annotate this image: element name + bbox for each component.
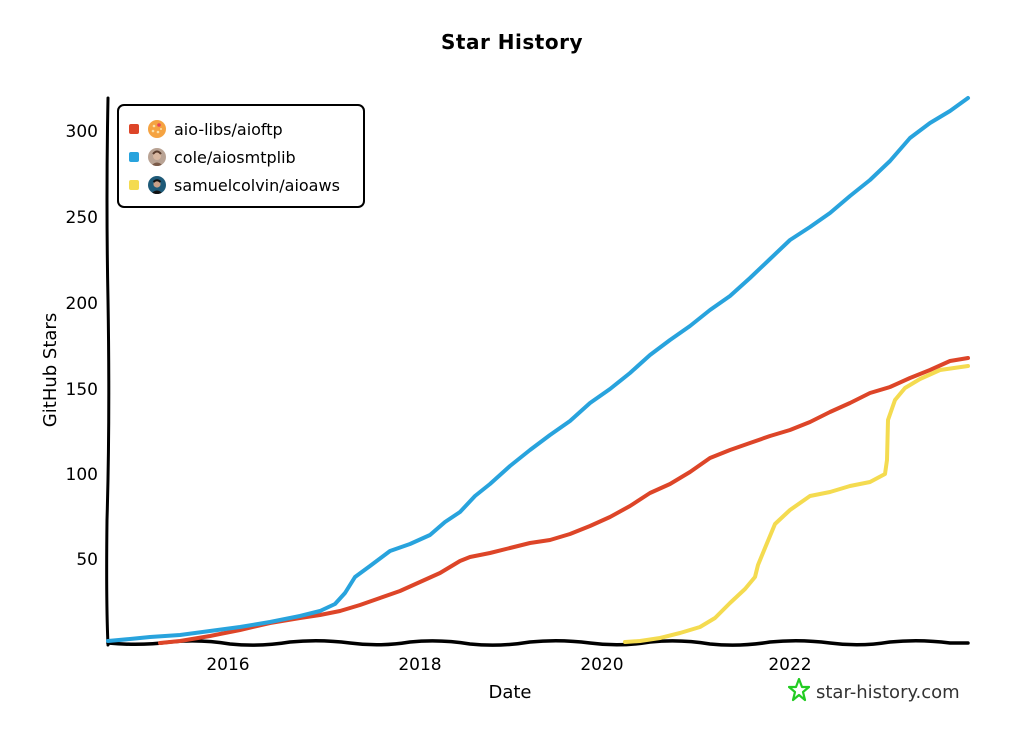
x-axis-line: [106, 638, 970, 647]
chart-legend: aio-libs/aioftp cole/aiosmtplib samuelco…: [117, 104, 365, 208]
legend-item-aiosmtplib: cole/aiosmtplib: [129, 144, 296, 170]
x-axis-label: Date: [488, 682, 531, 703]
y-tick-200: 200: [66, 294, 98, 314]
legend-label-aioftp: aio-libs/aioftp: [174, 119, 283, 139]
y-axis-line: [105, 96, 111, 647]
series-lines: [106, 96, 970, 645]
legend-label-aioaws: samuelcolvin/aioaws: [174, 175, 340, 195]
x-tick-2020: 2020: [580, 655, 623, 675]
x-tick-2018: 2018: [398, 655, 441, 675]
person-photo-avatar-icon: [148, 148, 166, 166]
y-tick-50: 50: [76, 550, 98, 570]
series-line-aioftp: [158, 356, 970, 645]
legend-swatch-aiosmtplib: [129, 152, 139, 162]
x-tick-2022: 2022: [768, 655, 811, 675]
watermark[interactable]: star-history.com: [787, 677, 960, 706]
chart-title: Star History: [441, 30, 583, 54]
series-line-aiosmtplib: [106, 96, 970, 643]
legend-item-aioaws: samuelcolvin/aioaws: [129, 172, 340, 198]
person-dark-avatar-icon: [148, 176, 166, 194]
watermark-text: star-history.com: [816, 681, 960, 703]
orange-dotted-avatar-icon: [148, 120, 166, 138]
y-axis-label: GitHub Stars: [40, 313, 61, 427]
y-tick-100: 100: [66, 465, 98, 485]
x-tick-2016: 2016: [206, 655, 249, 675]
legend-swatch-aioftp: [129, 124, 139, 134]
legend-item-aioftp: aio-libs/aioftp: [129, 116, 283, 142]
y-tick-150: 150: [66, 380, 98, 400]
y-tick-250: 250: [66, 208, 98, 228]
y-tick-300: 300: [66, 122, 98, 142]
star-icon: [787, 677, 811, 706]
series-line-aioaws: [623, 364, 970, 644]
legend-label-aiosmtplib: cole/aiosmtplib: [174, 147, 296, 167]
legend-swatch-aioaws: [129, 180, 139, 190]
